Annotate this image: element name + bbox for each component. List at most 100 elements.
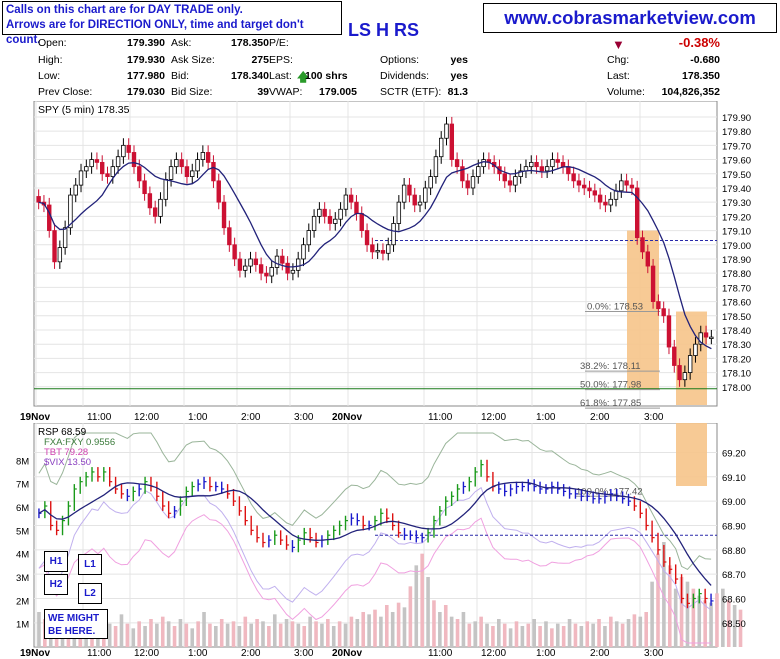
volume-bar <box>267 626 271 647</box>
price-grid <box>34 101 717 406</box>
legend-tbt: TBT 79.28 <box>44 447 88 458</box>
candle-body <box>343 194 349 210</box>
candle-body <box>152 207 158 217</box>
candle-body <box>295 258 301 271</box>
volume-bar <box>131 628 136 647</box>
sctr-label: SCTR (ETF): <box>380 86 442 98</box>
note-warning: WE MIGHT BE HERE. <box>44 609 108 639</box>
vwap-value: 179.005 <box>319 86 357 98</box>
volume-bar <box>379 616 383 647</box>
notice-line-2: Arrows are for DIRECTION ONLY, time and … <box>6 19 304 46</box>
indicator-x-tick-label: 3:00 <box>294 648 314 659</box>
volume-bar <box>497 619 501 647</box>
rsp-moving-average <box>38 481 712 586</box>
candle-body <box>375 250 380 253</box>
candle-body <box>481 159 486 168</box>
candle-body <box>47 204 52 231</box>
volume-bar <box>166 621 171 647</box>
volume-bar <box>178 619 183 647</box>
candle-body <box>597 194 603 203</box>
price-y-tick-label: 179.70 <box>722 141 751 152</box>
candle-body <box>396 201 402 224</box>
candle-body <box>73 184 78 196</box>
volume-tick-label: 7M <box>16 480 29 491</box>
indicator-x-tick-label: 20Nov <box>332 648 362 659</box>
candle-body <box>100 161 105 175</box>
price-x-tick-label: 3:00 <box>294 412 314 421</box>
price-y-tick-label: 178.40 <box>722 326 751 337</box>
price-legend: SPY (5 min) 178.35 <box>38 104 130 116</box>
ask-size-value: 275 <box>251 54 269 66</box>
price-y-tick-label: 179.20 <box>722 212 751 223</box>
candle-body <box>370 244 375 253</box>
volume-bar <box>703 600 707 647</box>
legend-fxa: FXA:FXY 0.9556 <box>44 437 115 448</box>
price-x-tick-label: 12:00 <box>134 412 159 421</box>
candle-body <box>306 230 311 246</box>
volume-tick-label: 2M <box>16 596 29 607</box>
indicator-y-tick-label: 68.70 <box>722 570 746 581</box>
candle-body <box>237 258 243 271</box>
price-y-tick-label: 178.30 <box>722 340 751 351</box>
indicator-highlight-zone <box>676 423 707 486</box>
volume-bar <box>373 609 377 647</box>
indicator-chart: 100.0%: 177.42 69.20 69.10 69.00 68.90 68.80… <box>16 423 746 659</box>
candle-body <box>634 187 640 239</box>
candle-body <box>454 159 460 168</box>
ask-value: 178.350 <box>231 37 269 49</box>
candle-body <box>661 308 666 317</box>
indicator-y-tick-label: 68.90 <box>722 521 746 532</box>
price-x-tick-label: 19Nov <box>20 412 50 421</box>
price-y-tick-label: 178.70 <box>722 283 751 294</box>
volume-bar <box>261 621 265 647</box>
candle-body <box>582 184 587 189</box>
last-trade-label: Last: <box>269 70 292 82</box>
candle-body <box>269 267 274 277</box>
candle-body <box>645 251 650 267</box>
volume-bar <box>214 626 218 647</box>
volume-bar <box>520 626 525 647</box>
volume-bar <box>685 581 690 647</box>
candle-body <box>550 159 555 168</box>
candle-body <box>205 152 211 163</box>
volume-bar <box>438 612 442 647</box>
prev-close-value: 179.030 <box>127 86 165 98</box>
fib-levels: 0.0%: 178.53 38.2%: 178.11 50.0%: 177.98 61… <box>580 302 660 409</box>
candle-body <box>333 218 338 224</box>
volume-ticks: 8M 7M 6M 5M 4M 3M 2M 1M <box>16 456 29 630</box>
bid-size-value: 39 <box>257 86 269 98</box>
candle-body <box>449 123 455 160</box>
last-trade-value: 100 shrs <box>305 70 348 82</box>
pe-label: P/E: <box>269 37 289 49</box>
volume-bar <box>308 616 312 647</box>
volume-bar <box>37 612 41 647</box>
volume-bar <box>632 614 637 647</box>
candle-body <box>190 170 195 177</box>
candle-body <box>502 173 507 182</box>
website-banner[interactable]: www.cobrasmarketview.com <box>483 3 777 33</box>
volume-bar <box>219 619 224 647</box>
volume-label: Volume: <box>607 86 645 98</box>
volume-bar <box>432 600 436 647</box>
highlight-zone-1 <box>627 230 659 390</box>
note-h1: H1 <box>44 551 68 572</box>
indicator-x-tick-label: 11:00 <box>87 648 112 659</box>
indicator-x-ticks: 19Nov 11:00 12:00 1:00 2:00 3:00 20Nov 11:00 12:… <box>20 648 664 659</box>
candle-body <box>354 201 359 214</box>
candle-body <box>84 166 89 172</box>
volume-bar <box>155 623 159 647</box>
volume-bar <box>609 616 613 647</box>
price-y-tick-label: 179.90 <box>722 113 751 124</box>
volume-tick-label: 3M <box>16 573 29 584</box>
volume-bar <box>726 600 731 647</box>
indicator-x-tick-label: 11:00 <box>428 648 453 659</box>
volume-bar <box>597 619 601 647</box>
indicator-legend: RSP 68.59 FXA:FXY 0.9556 TBT 79.28 $VIX … <box>38 427 115 468</box>
price-y-tick-label: 178.80 <box>722 269 751 280</box>
day-trade-notice: Calls on this chart are for DAY TRADE on… <box>2 1 342 46</box>
volume-bar <box>272 614 277 647</box>
indicator-grid <box>34 423 717 647</box>
volume-bar <box>508 628 513 647</box>
price-x-tick-label: 11:00 <box>87 412 112 421</box>
volume-bar <box>532 619 536 647</box>
